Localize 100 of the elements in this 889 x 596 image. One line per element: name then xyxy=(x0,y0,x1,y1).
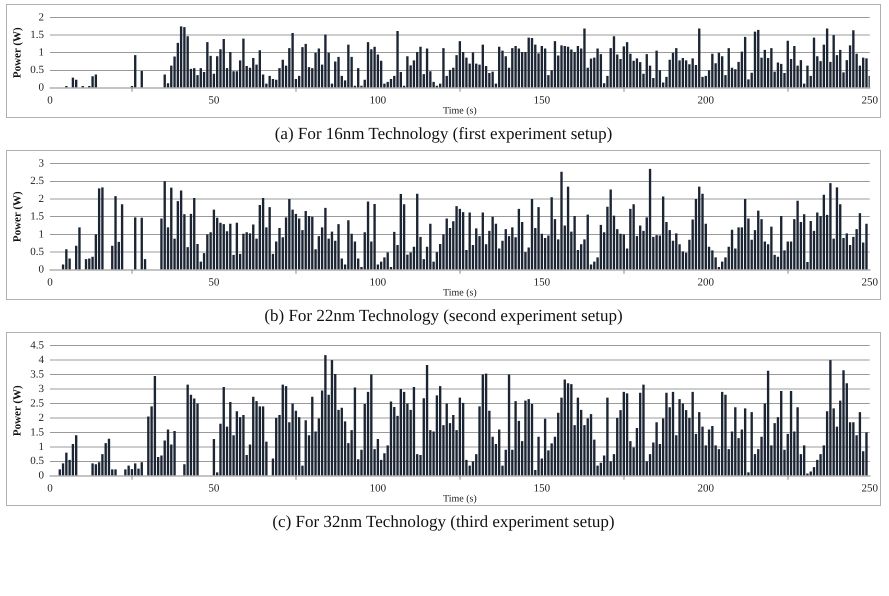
bar xyxy=(544,418,546,476)
bar xyxy=(386,82,389,88)
bar xyxy=(626,42,628,88)
bar xyxy=(796,407,799,476)
bar xyxy=(852,30,855,88)
bar xyxy=(780,64,782,88)
bar xyxy=(140,218,143,270)
bar xyxy=(622,46,625,88)
bar xyxy=(786,241,789,270)
bar xyxy=(550,197,553,270)
bar xyxy=(311,396,314,476)
y-tick-label: 0 xyxy=(38,82,44,94)
bar xyxy=(252,396,254,476)
bar xyxy=(655,422,658,476)
bar xyxy=(200,68,202,88)
y-tick-label: 2 xyxy=(38,11,44,24)
bar xyxy=(124,469,127,476)
bar xyxy=(91,463,94,476)
bar xyxy=(728,48,730,88)
y-tick-label: 0.5 xyxy=(30,455,44,468)
bar xyxy=(357,68,360,88)
bar xyxy=(646,54,648,88)
bar xyxy=(94,74,98,88)
bar xyxy=(718,52,720,88)
y-tick-label: 0.5 xyxy=(30,246,44,258)
bar xyxy=(304,420,307,476)
bar xyxy=(764,50,766,88)
bar xyxy=(564,379,566,476)
bar xyxy=(518,48,520,88)
bar xyxy=(858,213,862,270)
bar xyxy=(288,199,291,270)
bar xyxy=(72,78,74,88)
bar xyxy=(691,58,694,88)
bar xyxy=(498,46,500,88)
bar xyxy=(373,46,376,88)
x-tick-label: 0 xyxy=(47,94,54,106)
bar xyxy=(639,62,642,88)
bar xyxy=(170,188,172,270)
bar xyxy=(120,204,124,270)
bar xyxy=(655,235,658,270)
bar xyxy=(347,220,350,270)
bar xyxy=(458,41,462,88)
bar xyxy=(438,386,442,476)
bar xyxy=(846,233,848,270)
bar xyxy=(684,60,688,88)
bar xyxy=(236,411,238,476)
bar xyxy=(212,439,216,476)
bar xyxy=(400,389,402,476)
bar xyxy=(180,26,182,88)
bar xyxy=(304,44,307,88)
bar xyxy=(252,224,254,270)
bar xyxy=(682,58,684,88)
y-tick-label: 1.5 xyxy=(30,426,44,438)
bar xyxy=(610,189,612,270)
bar xyxy=(164,74,166,88)
bar xyxy=(737,227,740,270)
y-tick-label: 2.5 xyxy=(30,175,44,188)
bar xyxy=(140,70,143,88)
bar xyxy=(206,234,209,270)
x-tick-label: 50 xyxy=(208,482,220,494)
bar xyxy=(386,252,389,270)
bar xyxy=(380,262,382,270)
bar xyxy=(576,398,580,476)
bar xyxy=(514,401,517,476)
x-tick-label: 50 xyxy=(208,94,220,106)
bar xyxy=(770,226,773,270)
bar xyxy=(744,408,746,476)
bar xyxy=(154,376,156,476)
y-tick-label: 4.5 xyxy=(30,339,44,352)
bar xyxy=(65,452,68,476)
bar xyxy=(711,54,714,88)
bar xyxy=(570,50,573,88)
bar xyxy=(810,471,812,476)
bar xyxy=(655,50,658,88)
bar xyxy=(698,412,700,476)
bar xyxy=(544,48,546,88)
x-tick-label: 200 xyxy=(698,276,715,288)
bar xyxy=(639,226,642,270)
y-tick-label: 0.5 xyxy=(30,64,44,76)
bar xyxy=(858,412,862,476)
bar xyxy=(354,388,356,476)
bar xyxy=(324,34,327,88)
bar xyxy=(800,60,802,88)
bar xyxy=(564,46,566,88)
bar xyxy=(262,198,264,270)
bar xyxy=(829,183,832,270)
bar xyxy=(839,50,842,88)
bar xyxy=(682,403,684,476)
x-tick-label: 0 xyxy=(47,482,54,494)
bar xyxy=(455,206,458,270)
text: (b) For 22nm Technology (second experiment setup) xyxy=(263,306,624,326)
bar xyxy=(826,28,828,88)
bar xyxy=(511,48,514,88)
text: (c) For 32nm Technology (third experiment setup) xyxy=(271,512,616,532)
bar xyxy=(101,187,104,270)
x-axis-title: Time (s) xyxy=(442,106,477,117)
y-tick-label: 3.5 xyxy=(30,368,44,380)
bar xyxy=(206,42,209,88)
bar xyxy=(140,462,143,476)
bar xyxy=(242,415,245,476)
